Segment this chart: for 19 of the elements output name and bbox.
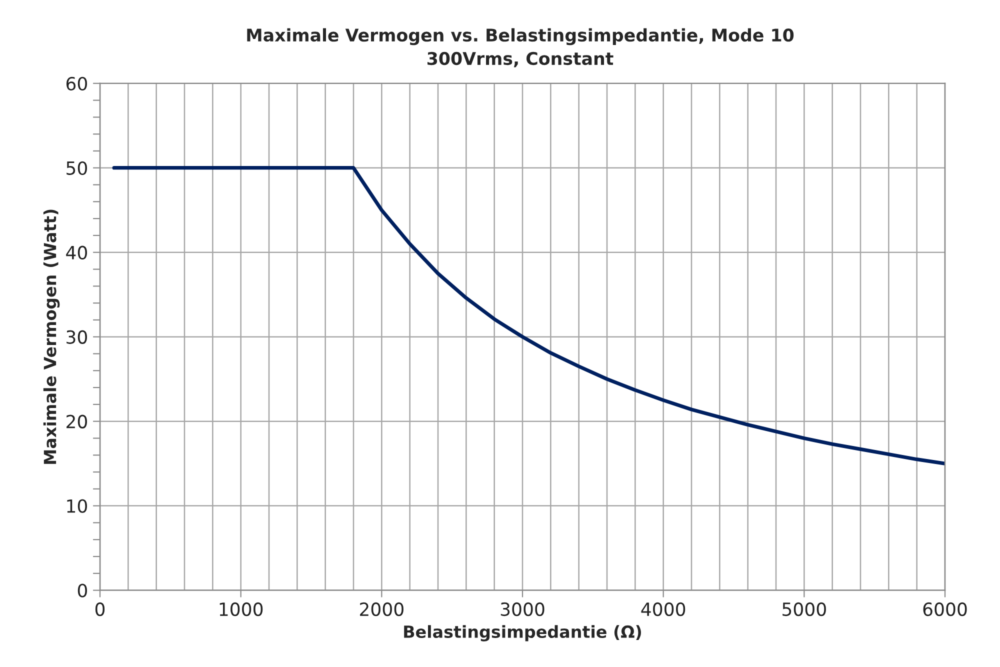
- x-tick-label: 5000: [782, 602, 826, 616]
- x-tick-label: 0: [95, 602, 105, 616]
- y-tick-label: 40: [66, 246, 87, 260]
- y-tick-label: 10: [67, 499, 87, 513]
- chart-subtitle: 300Vrms, Constant: [427, 52, 614, 68]
- y-tick-label: 30: [66, 330, 87, 344]
- y-tick-label: 0: [78, 584, 87, 598]
- x-tick-label: 3000: [500, 602, 544, 616]
- line-series: [112, 166, 945, 466]
- x-tick-label: 6000: [923, 602, 967, 616]
- x-tick-label: 4000: [641, 602, 686, 616]
- x-tick-label: 2000: [360, 602, 404, 616]
- chart-title: Maximale Vermogen vs. Belastingsimpedantie, Mode 10: [247, 28, 794, 46]
- y-tick-label: 60: [66, 76, 87, 90]
- y-tick-label: 20: [66, 414, 87, 428]
- x-tick-label: 1000: [220, 602, 263, 616]
- x-axis-title: Belastingsimpedantie (Ω): [404, 625, 641, 642]
- y-axis-title: Maximale Vermogen (Watt): [43, 210, 60, 464]
- y-tick-label: 50: [66, 161, 87, 175]
